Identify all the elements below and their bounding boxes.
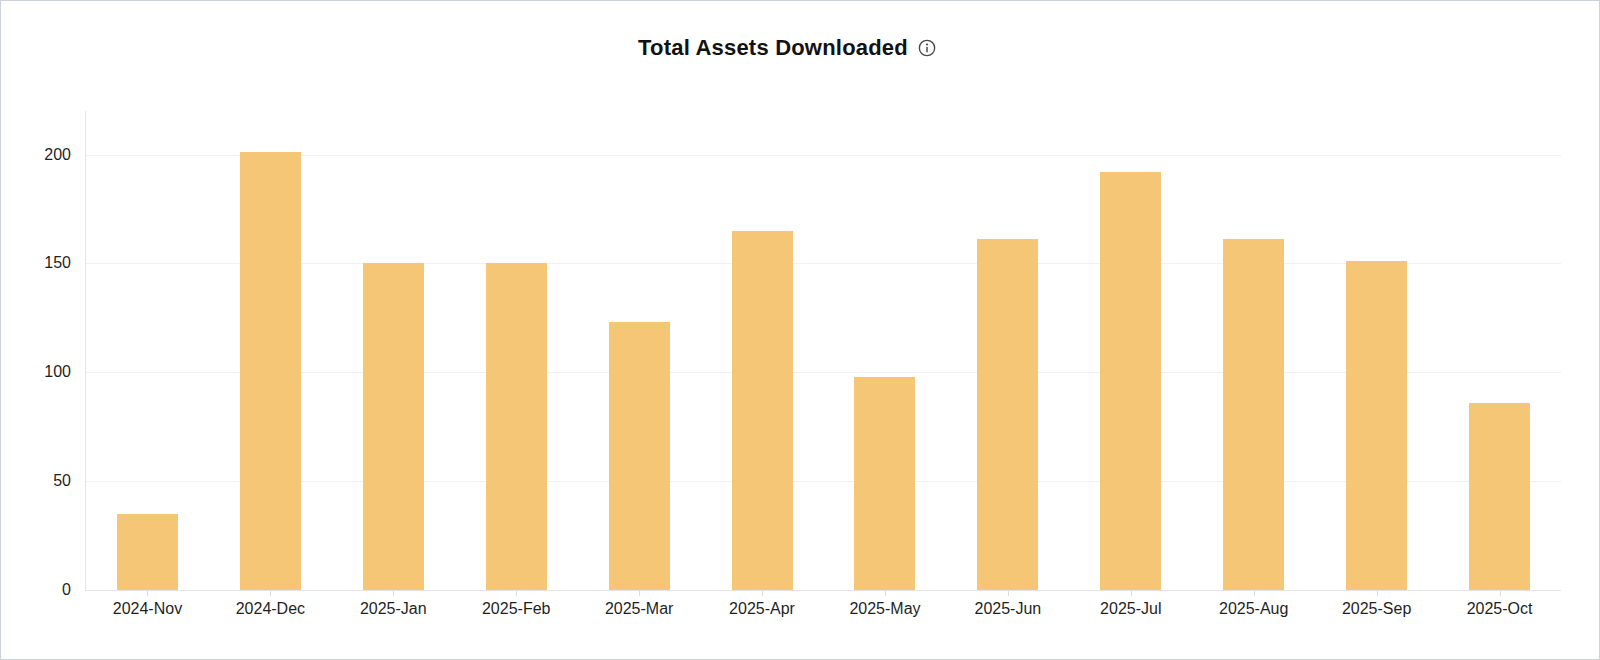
bar-2025-Feb[interactable] (486, 263, 547, 590)
bar-chart: 0501001502002024-Nov2024-Dec2025-Jan2025… (1, 1, 1599, 659)
x-axis-label: 2024-Dec (205, 599, 335, 619)
x-axis-label: 2025-Jul (1066, 599, 1196, 619)
x-axis-label: 2025-Aug (1189, 599, 1319, 619)
bar-2024-Nov[interactable] (117, 514, 178, 590)
x-axis-tick (270, 591, 271, 596)
y-axis-label: 150 (1, 253, 71, 273)
x-axis-label: 2025-Jun (943, 599, 1073, 619)
x-axis-tick (1500, 591, 1501, 596)
bar-2025-Sep[interactable] (1346, 261, 1407, 590)
x-axis-line (86, 590, 1561, 591)
x-axis-label: 2025-Feb (451, 599, 581, 619)
x-axis-label: 2025-Mar (574, 599, 704, 619)
x-axis-tick (1131, 591, 1132, 596)
x-axis-tick (762, 591, 763, 596)
y-axis-label: 200 (1, 145, 71, 165)
bar-2025-Jan[interactable] (363, 263, 424, 590)
x-axis-tick (1254, 591, 1255, 596)
gridline (86, 263, 1561, 264)
bar-2025-Jun[interactable] (977, 239, 1038, 590)
gridline (86, 155, 1561, 156)
x-axis-tick (147, 591, 148, 596)
x-axis-label: 2025-Apr (697, 599, 827, 619)
bar-2025-Jul[interactable] (1100, 172, 1161, 590)
bar-2025-Oct[interactable] (1469, 403, 1530, 590)
bar-2024-Dec[interactable] (240, 152, 301, 590)
y-axis-label: 100 (1, 362, 71, 382)
x-axis-label: 2024-Nov (82, 599, 212, 619)
x-axis-tick (1377, 591, 1378, 596)
gridline (86, 372, 1561, 373)
x-axis-tick (516, 591, 517, 596)
chart-card: Total Assets Downloaded 0501001502002024… (0, 0, 1600, 660)
y-axis-line (85, 111, 86, 591)
x-axis-tick (639, 591, 640, 596)
y-axis-label: 0 (1, 580, 71, 600)
x-axis-label: 2025-Oct (1435, 599, 1565, 619)
x-axis-tick (885, 591, 886, 596)
x-axis-label: 2025-Sep (1312, 599, 1442, 619)
bar-2025-May[interactable] (854, 377, 915, 590)
bar-2025-Aug[interactable] (1223, 239, 1284, 590)
y-axis-label: 50 (1, 471, 71, 491)
x-axis-label: 2025-Jan (328, 599, 458, 619)
bar-2025-Apr[interactable] (732, 231, 793, 590)
x-axis-tick (393, 591, 394, 596)
x-axis-label: 2025-May (820, 599, 950, 619)
bar-2025-Mar[interactable] (609, 322, 670, 590)
x-axis-tick (1008, 591, 1009, 596)
gridline (86, 481, 1561, 482)
